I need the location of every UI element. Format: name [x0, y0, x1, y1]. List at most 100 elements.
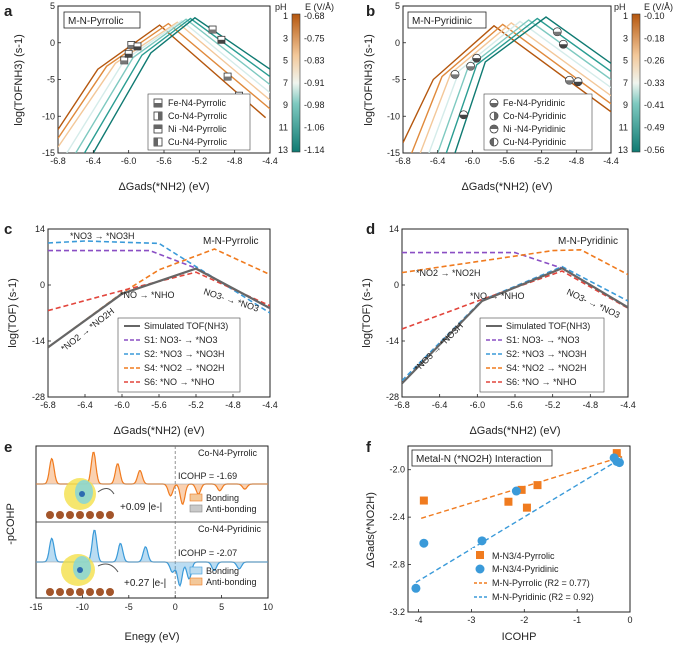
d-ytick-label: 14: [389, 224, 399, 234]
legend-item-f-3: M-N-Pyridinic (R2 = 0.92): [492, 592, 594, 602]
a-xtick-label: -4.8: [227, 156, 243, 166]
series-line-a: [58, 21, 270, 148]
legend-item-a-2: Ni -N4-Pyrrolic: [168, 124, 227, 134]
x-axis-label-c: ΔGads(*NH2) (eV): [113, 425, 204, 437]
scatter-point-pyrrolic: [517, 485, 526, 494]
a-ytick-label: 0: [50, 38, 55, 48]
plot-area-b: -6.8 -6.4 -6.0 -5.6 -5.2 -4.8 -4.4 5 0 -5 -10 -15: [387, 1, 619, 166]
scatter-point-pyrrolic: [522, 503, 531, 512]
series-line-b: [403, 24, 611, 144]
c-ytick-label: 14: [35, 224, 45, 234]
legend-item-a-0: Fe-N4-Pyrrolic: [168, 98, 227, 108]
legend-item-c-3: S4: *NO2 → *NO2H: [144, 363, 225, 373]
e-bottom-legend-antibonding: Anti-bonding: [206, 577, 257, 587]
f-xtick-label: -2: [520, 615, 528, 625]
legend-marker-f-0: [476, 551, 484, 559]
colorbar-e-tick-a: -0.91: [304, 78, 325, 88]
data-marker-fill-b: [472, 58, 481, 63]
data-marker-fill-b: [459, 114, 468, 119]
legend-b: Fe-N4-Pyridinic Co-N4-Pyridinic Ni -N4-P…: [483, 93, 593, 151]
b-xtick-label: -6.8: [395, 156, 411, 166]
colorbar-e-tick-a: -0.98: [304, 100, 325, 110]
plot-area-d: -6.8 -6.4 -6.0 -5.6 -5.2 -4.8 -4.4 14 0 -14 -28: [386, 224, 636, 410]
panel-letter-b: b: [366, 3, 375, 20]
d-xtick-label: -6.8: [394, 400, 410, 410]
panel-letter-f: f: [366, 439, 372, 456]
panel-c: c -6.8 -6.4 -6.0 -5.6 -5.2 -4.8 -4.4140-14-28 …: [4, 221, 278, 437]
colorbar-e-tick-a: -0.75: [304, 33, 325, 43]
c-xtick-label: -6.8: [40, 400, 56, 410]
a-xtick-label: -5.6: [156, 156, 172, 166]
colorbar-e-tick-a: -1.14: [304, 145, 325, 155]
d-ytick-label: -14: [386, 336, 399, 346]
series-line-d: [402, 270, 628, 330]
box-title-a: M-N-Pyrrolic: [68, 16, 124, 27]
colorbar-e-tick-b: -0.26: [644, 56, 665, 66]
c-xtick-label: -4.4: [262, 400, 278, 410]
d-xtick-label: -5.6: [507, 400, 523, 410]
e-top-legend-bonding-swatch: [189, 493, 203, 502]
y-axis-label-d: log(TOF) (s-1): [361, 278, 373, 347]
box-title-frame-f: [411, 449, 553, 467]
legend-marker-f-1: [475, 564, 485, 574]
legend-item-f-2: M-N-Pyrrolic (R2 = 0.77): [492, 578, 590, 588]
c-ytick-label: 0: [40, 280, 45, 290]
data-marker-fill-a: [217, 39, 225, 44]
d-xtick-label: -4.8: [583, 400, 599, 410]
colorbar-title-e-b: E (V/Å): [644, 2, 673, 12]
e-xtick-label: 5: [219, 602, 224, 612]
colorbar-ph-tick-b: 3: [623, 33, 628, 43]
data-marker-fill-b: [559, 44, 568, 49]
a-ytick-label: -5: [47, 75, 55, 85]
f-ytick-label: -2.4: [389, 512, 405, 522]
e-xtick-label: -15: [29, 602, 42, 612]
colorbar-e-tick-b: -0.18: [644, 33, 665, 43]
f-xtick-label: -3: [467, 615, 475, 625]
d-xtick-label: -6.4: [432, 400, 448, 410]
b-ytick-label: -5: [392, 75, 400, 85]
e-top-legend-antibonding: Anti-bonding: [206, 504, 257, 514]
f-xtick-label: -1: [573, 615, 581, 625]
series-line-a: [92, 16, 270, 153]
cohp-area-0: [36, 452, 268, 505]
legend-item-d-4: S6: *NO → *NHO: [506, 377, 577, 387]
e-bottom-legend-bonding-swatch: [189, 566, 203, 575]
data-marker-fill-b: [466, 66, 475, 71]
legend-f: M-N3/4-Pyrrolic M-N3/4-Pyridinic M-N-Pyr…: [472, 548, 624, 608]
legend-item-b-2: Ni -N4-Pyridinic: [503, 124, 566, 134]
colorbar-ph-tick-a: 3: [283, 33, 288, 43]
f-ytick-label: -2.0: [389, 465, 405, 475]
box-title-frame-b: [407, 11, 487, 29]
legend-item-d-3: S4: *NO2 → *NO2H: [506, 363, 587, 373]
fit-line-f: [415, 457, 623, 583]
colorbar-e-tick-a: -0.68: [304, 11, 325, 21]
annotation-d-2: NO3- → *NO3: [565, 287, 621, 320]
b-ytick-label: -15: [387, 148, 400, 158]
legend-item-c-2: S2: *NO3 → *NO3H: [144, 349, 225, 359]
colorbar-ticks-a: 1 -0.68 3 -0.75 5 -0.83 7 -0.91 9 -0.98 11 -1.06 13 -…: [278, 11, 325, 155]
legend-c: Simulated TOF(NH3) S1: NO3- → *NO3 S2: *…: [117, 317, 241, 393]
e-top-charge: +0.09 |e-|: [120, 502, 162, 513]
data-marker-fill-b: [565, 80, 574, 85]
panel-e: e -15 -10 -5 0 5 10 Co-N4-Pyrrolic ICOHP = -1…: [4, 439, 273, 643]
scatter-point-pyrrolic: [612, 449, 621, 458]
legend-d: Simulated TOF(NH3) S1: NO3- → *NO3 S2: *…: [479, 317, 605, 393]
colorbar-ph-tick-a: 7: [283, 78, 288, 88]
colorbar-e-tick-a: -0.83: [304, 56, 325, 66]
series-line-c-simulated: [48, 267, 270, 349]
panel-letter-a: a: [4, 3, 13, 20]
panel-d: d -6.8 -6.4 -6.0 -5.6 -5.2 -4.8 -4.4140-14-28 …: [361, 221, 636, 437]
colorbar-e-tick-a: -1.06: [304, 123, 325, 133]
scatter-point-pyridinic: [411, 583, 421, 593]
colorbar-ph-tick-b: 1: [623, 11, 628, 21]
a-xtick-label: -4.4: [262, 156, 278, 166]
colorbar-ph-tick-b: 13: [618, 145, 628, 155]
data-marker-fill-a: [120, 60, 128, 64]
b-ytick-label: 5: [395, 1, 400, 11]
y-axis-label-c: log(TOF) (s-1): [7, 278, 19, 347]
colorbar-title-ph-b: pH: [614, 2, 626, 12]
a-xtick-label: -6.4: [86, 156, 102, 166]
box-title-c: M-N-Pyrrolic: [203, 236, 259, 247]
y-axis-label-e: -pCOHP: [5, 503, 17, 545]
legend-item-d-1: S1: NO3- → *NO3: [506, 335, 580, 345]
